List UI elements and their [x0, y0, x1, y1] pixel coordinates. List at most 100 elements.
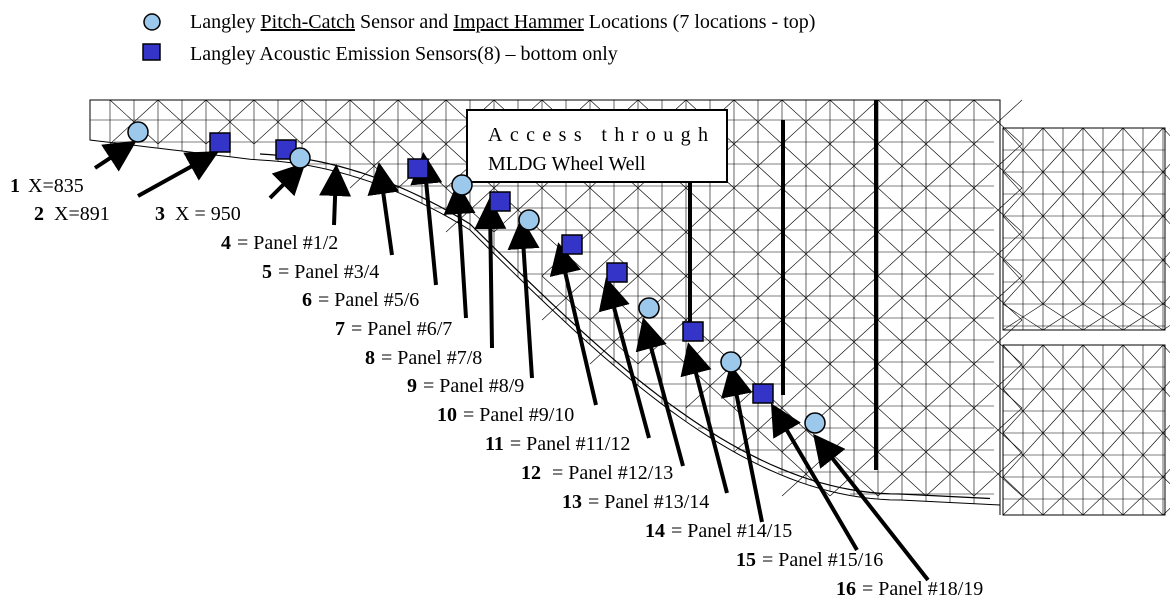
- mesh-brace: [589, 319, 639, 365]
- location-label-16: 16 = Panel #18/19: [836, 578, 983, 600]
- access-callout-box: [466, 109, 728, 183]
- location-arrow: [770, 403, 859, 552]
- mesh-brace: [1122, 344, 1164, 390]
- mesh-brace: [925, 231, 975, 277]
- mesh-brace: [589, 187, 639, 233]
- mesh-brace: [973, 143, 1023, 189]
- mesh-brace: [829, 231, 879, 277]
- mesh-brace: [1002, 432, 1044, 478]
- mesh-brace: [973, 275, 1023, 321]
- mesh-brace: [1122, 388, 1164, 434]
- mesh-brace: [925, 143, 975, 189]
- mesh-brace: [1042, 432, 1084, 478]
- mesh-brace: [589, 231, 639, 277]
- location-arrow: [367, 162, 400, 256]
- mesh-brace: [829, 143, 879, 189]
- location-label-9: 9 = Panel #8/9: [407, 375, 524, 397]
- location-label-15: 15 = Panel #15/16: [736, 549, 883, 571]
- location-arrows: [93, 140, 930, 582]
- mesh-brace: [973, 187, 1023, 233]
- mesh-brace: [877, 363, 927, 409]
- location-label-14: 14 = Panel #14/15: [645, 520, 792, 542]
- mesh-brace: [1122, 171, 1164, 217]
- location-arrow: [93, 140, 137, 172]
- location-arrow: [721, 364, 764, 523]
- mesh-brace: [1082, 303, 1124, 331]
- location-label-6: 6 = Panel #5/6: [302, 289, 419, 311]
- mesh-brace: [541, 187, 591, 233]
- mesh-brace: [781, 363, 831, 409]
- mesh-brace: [877, 99, 927, 145]
- mesh-brace: [877, 231, 927, 277]
- mesh-brace: [733, 231, 783, 277]
- mesh-brace: [973, 363, 1023, 409]
- mesh-brace: [973, 407, 1023, 453]
- sensor-markers: [127, 121, 826, 434]
- mesh-brace: [301, 99, 351, 145]
- mesh-brace: [541, 275, 591, 321]
- mesh-brace: [1042, 127, 1084, 173]
- location-arrow: [680, 342, 729, 494]
- location-label-10: 10 = Panel #9/10: [437, 404, 574, 426]
- mesh-brace: [781, 275, 831, 321]
- acoustic-emission-sensor-marker: [209, 132, 231, 153]
- location-label-5: 5 = Panel #3/4: [262, 261, 379, 283]
- mesh-brace: [1042, 259, 1084, 305]
- mesh-brace: [877, 187, 927, 233]
- mesh-brace: [829, 451, 879, 497]
- mesh-brace: [1042, 388, 1084, 434]
- mesh-brace: [973, 231, 1023, 277]
- mesh-brace: [973, 451, 1023, 497]
- mesh-brace: [733, 319, 783, 365]
- location-label-2: 2 X=891: [34, 203, 110, 225]
- location-label-4: 4 = Panel #1/2: [221, 232, 338, 254]
- location-label-13: 13 = Panel #13/14: [562, 491, 709, 513]
- mesh-brace: [157, 99, 207, 145]
- location-arrow: [410, 152, 443, 286]
- pitch-catch-sensor-marker: [289, 147, 311, 169]
- location-arrow: [549, 242, 598, 406]
- mesh-brace: [685, 187, 735, 233]
- mesh-brace: [733, 275, 783, 321]
- acoustic-emission-sensor-marker: [489, 191, 511, 212]
- mesh-brace: [637, 231, 687, 277]
- mesh-brace: [781, 231, 831, 277]
- mesh-brace: [829, 363, 879, 409]
- mesh-brace: [1082, 388, 1124, 434]
- mesh-brace: [829, 319, 879, 365]
- mesh-brace: [397, 99, 447, 145]
- mesh-brace: [1002, 388, 1044, 434]
- mesh-brace: [253, 99, 303, 145]
- mesh-brace: [1122, 303, 1164, 331]
- mesh-brace: [685, 231, 735, 277]
- acoustic-emission-legend-icon: [142, 43, 161, 61]
- mesh-brace: [1002, 344, 1044, 390]
- mesh-brace: [109, 99, 159, 145]
- pitch-catch-sensor-marker: [451, 174, 473, 196]
- pitch-catch-sensor-marker: [720, 351, 742, 373]
- mesh-brace: [349, 99, 399, 145]
- pitch-catch-sensor-marker: [518, 209, 540, 231]
- acoustic-emission-sensor-marker: [682, 321, 704, 342]
- mesh-brace: [925, 363, 975, 409]
- legend-acoustic-text: Langley Acoustic Emission Sensors(8) – b…: [190, 43, 618, 65]
- pitch-catch-sensor-marker: [127, 121, 149, 143]
- mesh-brace: [685, 275, 735, 321]
- mesh-brace: [877, 275, 927, 321]
- acoustic-emission-sensor-marker: [606, 262, 628, 283]
- mesh-brace: [733, 99, 783, 145]
- mesh-brace: [925, 275, 975, 321]
- location-label-11: 11 = Panel #11/12: [485, 433, 630, 455]
- access-callout-line2: MLDG Wheel Well: [488, 153, 646, 175]
- mesh-brace: [637, 187, 687, 233]
- mesh-brace: [877, 451, 927, 497]
- fuselage-section-2: [1002, 344, 1166, 516]
- mesh-brace: [1042, 303, 1084, 331]
- location-arrow: [598, 277, 651, 439]
- mesh-brace: [829, 187, 879, 233]
- fuselage-section-1: [1002, 127, 1166, 331]
- acoustic-emission-sensor-marker: [752, 383, 774, 404]
